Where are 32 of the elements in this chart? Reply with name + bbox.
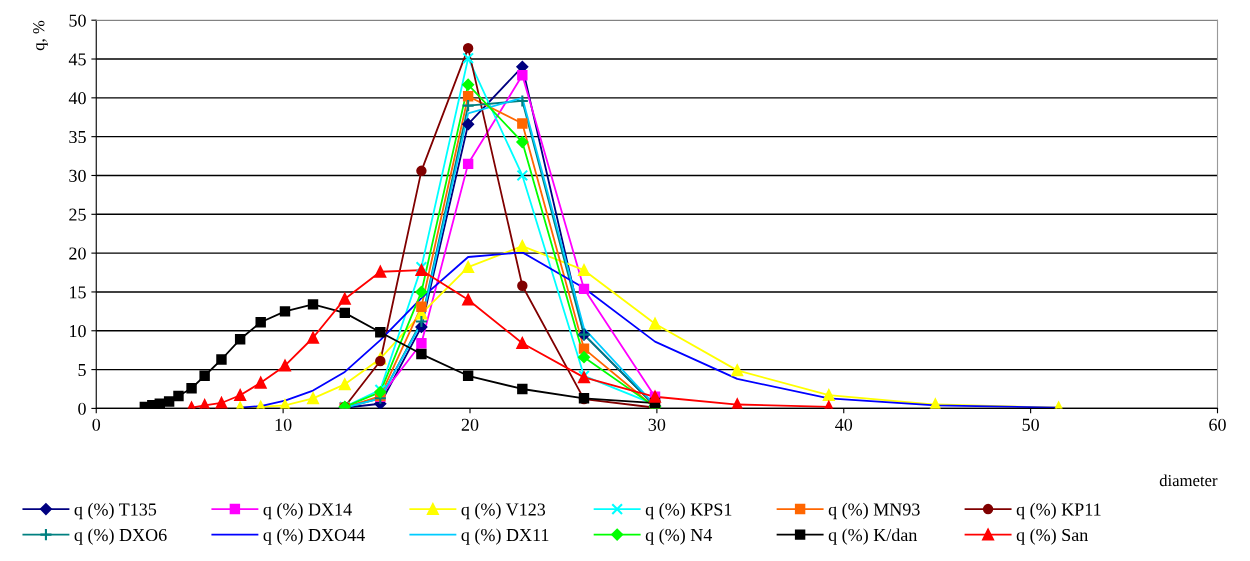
legend-label: q (%) MN93 (828, 502, 920, 520)
x-tick-label: 40 (835, 418, 853, 431)
legend-label: q (%) N4 (645, 528, 713, 545)
y-tick-label: 50 (69, 14, 86, 27)
y-tick-label: 40 (68, 92, 86, 105)
legend-label: q (%) San (1016, 528, 1088, 545)
x-tick-label: 30 (648, 418, 666, 431)
legend-label: q (%) V123 (461, 502, 546, 520)
legend-label: q (%) DXO6 (74, 528, 167, 545)
y-tick-label: 5 (78, 364, 86, 377)
legend-label: q (%) T135 (74, 502, 157, 520)
y-tick-label: 25 (69, 208, 86, 221)
legend-label: q (%) DXO44 (263, 528, 365, 545)
x-tick-label: 60 (1209, 418, 1226, 431)
y-tick-label: 20 (69, 247, 86, 260)
y-tick-label: 30 (69, 169, 86, 182)
x-axis-title: diameter (1159, 474, 1218, 487)
legend-label: q (%) DX11 (461, 528, 549, 545)
y-tick-label: 15 (70, 286, 86, 299)
x-tick-label: 50 (1022, 418, 1039, 431)
legend-label: q (%) KP11 (1016, 502, 1101, 520)
legend-label: q (%) KPS1 (645, 502, 732, 520)
x-tick-label: 20 (461, 418, 479, 431)
y-tick-label: 35 (69, 130, 86, 144)
y-tick-label: 45 (68, 53, 86, 66)
y-tick-label: 10 (70, 325, 86, 338)
y-tick-label: 0 (78, 402, 86, 415)
legend-label: q (%) K/dan (828, 528, 918, 545)
x-tick-label: 10 (275, 418, 292, 431)
x-tick-label: 0 (92, 418, 101, 431)
y-axis-title: q, % (33, 20, 48, 51)
legend-label: q (%) DX14 (263, 502, 352, 520)
